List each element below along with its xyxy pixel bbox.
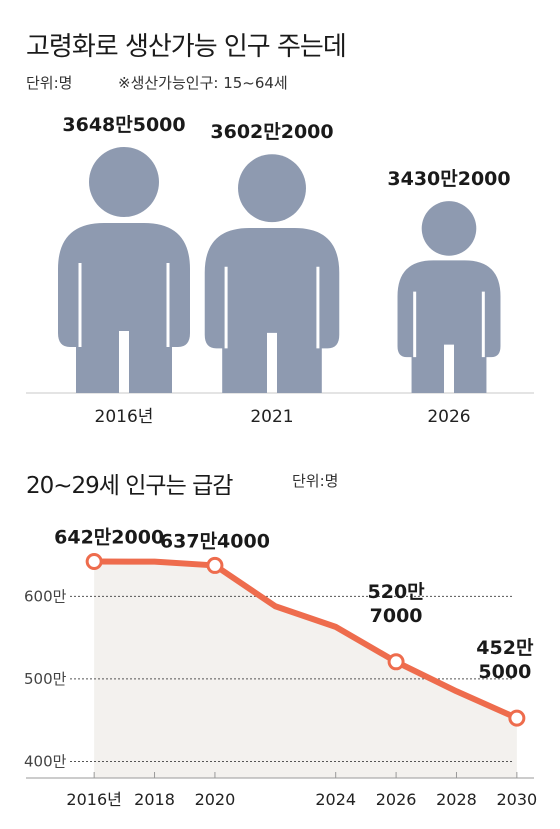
person-figure [204, 154, 340, 393]
head-shape [238, 154, 306, 223]
x-tick-label: 2026 [376, 790, 417, 809]
y-tick-label: 500만 [24, 670, 67, 688]
x-tick-label: 2030 [497, 790, 538, 809]
y-tick-label: 400만 [24, 752, 67, 770]
definition-note: ※생산가능인구: 15~64세 [118, 74, 288, 92]
series-line [91, 558, 520, 722]
value-label: 3430만2000 [387, 168, 510, 190]
data-label: 637만4000 [160, 530, 270, 552]
x-tick-label: 2016년 [66, 790, 121, 809]
data-point [85, 552, 103, 570]
person-figure [58, 147, 190, 393]
data-label: 642만2000 [54, 526, 164, 548]
population-figure-chart: 3648만5000 2016년 3602만2000 2021 3430만2000 2026 [26, 114, 534, 427]
area-fill [94, 561, 517, 778]
data-label: 452만 [476, 637, 534, 659]
y-tick-label: 600만 [24, 587, 67, 605]
head-shape [421, 201, 477, 256]
category-label: 2021 [250, 407, 293, 427]
head-shape [89, 147, 159, 217]
x-tick-label: 2024 [315, 790, 356, 809]
line-chart-unit: 단위:명 [292, 472, 339, 490]
x-tick-label: 2018 [134, 790, 175, 809]
body-shape [204, 227, 340, 393]
x-tick-label: 2020 [195, 790, 236, 809]
value-label: 3602만2000 [210, 121, 333, 143]
page-title: 고령화로 생산가능 인구 주는데 [26, 32, 347, 62]
value-label: 3648만5000 [62, 114, 185, 136]
data-label: 5000 [478, 661, 531, 683]
x-tick-label: 2028 [436, 790, 477, 809]
unit-label: 단위:명 [26, 74, 73, 92]
body-shape [397, 260, 501, 393]
category-label: 2016년 [95, 407, 154, 427]
data-label: 7000 [370, 605, 423, 627]
data-point [206, 556, 224, 574]
category-label: 2026 [427, 407, 470, 427]
data-point [387, 653, 405, 671]
data-label: 520만 [368, 581, 426, 603]
data-point [508, 709, 526, 727]
line-chart-title: 20~29세 인구는 급감 [26, 473, 233, 499]
person-figure [397, 201, 501, 393]
body-shape [58, 223, 190, 393]
